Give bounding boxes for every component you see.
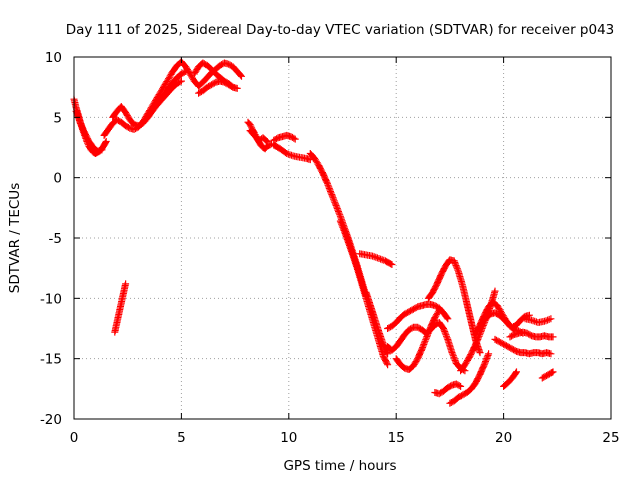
chart-title: Day 111 of 2025, Sidereal Day-to-day VTE… (66, 22, 615, 38)
x-tick-label: 20 (495, 430, 512, 446)
data-points (195, 77, 241, 97)
data-points (538, 368, 557, 382)
data-series-track-ac (500, 368, 520, 390)
x-axis-label: GPS time / hours (283, 458, 396, 474)
y-tick-label: -20 (40, 412, 62, 428)
y-tick-label: 5 (53, 110, 62, 126)
data-points (491, 335, 555, 358)
data-points (356, 250, 396, 268)
data-series-track-p (356, 250, 396, 268)
x-tick-label: 5 (177, 430, 186, 446)
data-series-track-k (270, 131, 299, 144)
data-series-track-u (431, 380, 465, 398)
data-points (392, 306, 443, 373)
data-series-track-s (392, 306, 443, 373)
data-points (478, 309, 533, 331)
data-series-track-ae (111, 280, 130, 336)
data-series-track-l (270, 141, 314, 164)
data-points (134, 77, 185, 131)
data-series-track-h (195, 77, 241, 97)
data-series-track-v (446, 350, 493, 407)
data-series-track-y (478, 309, 533, 331)
data-series-track-q (384, 300, 452, 332)
data-points (446, 350, 493, 407)
y-tick-label: 10 (45, 50, 62, 66)
data-points (362, 288, 392, 358)
y-tick-label: -15 (40, 352, 62, 368)
x-tick-label: 10 (280, 430, 297, 446)
data-series-track-z (491, 335, 555, 358)
data-series-track-e (134, 77, 185, 131)
x-tick-label: 25 (602, 430, 619, 446)
data-points (500, 368, 520, 390)
y-tick-label: -10 (40, 291, 62, 307)
data-series-track-o (362, 288, 392, 358)
data-points (111, 280, 130, 336)
data-points (506, 328, 557, 341)
data-series-track-b (72, 107, 106, 155)
x-tick-label: 0 (70, 430, 79, 446)
data-series-track-ab (521, 315, 555, 326)
data-layer (70, 58, 557, 407)
data-points (270, 141, 314, 164)
data-points (72, 107, 106, 155)
y-axis-label: SDTVAR / TECUs (7, 183, 23, 293)
data-points (384, 300, 452, 332)
data-points (431, 380, 465, 398)
y-tick-label: -5 (49, 231, 62, 247)
data-points (246, 127, 271, 145)
ticks: 0 5 10 15 20 25 -20 -15 -10 -5 0 5 10 (40, 50, 620, 446)
y-tick-label: 0 (53, 171, 62, 187)
data-points (270, 131, 299, 144)
x-tick-label: 15 (388, 430, 405, 446)
data-series-track-ad (538, 368, 557, 382)
grid (74, 57, 611, 419)
data-points (521, 315, 555, 326)
data-series-track-aa (506, 328, 557, 341)
data-series-track-j (246, 127, 271, 145)
